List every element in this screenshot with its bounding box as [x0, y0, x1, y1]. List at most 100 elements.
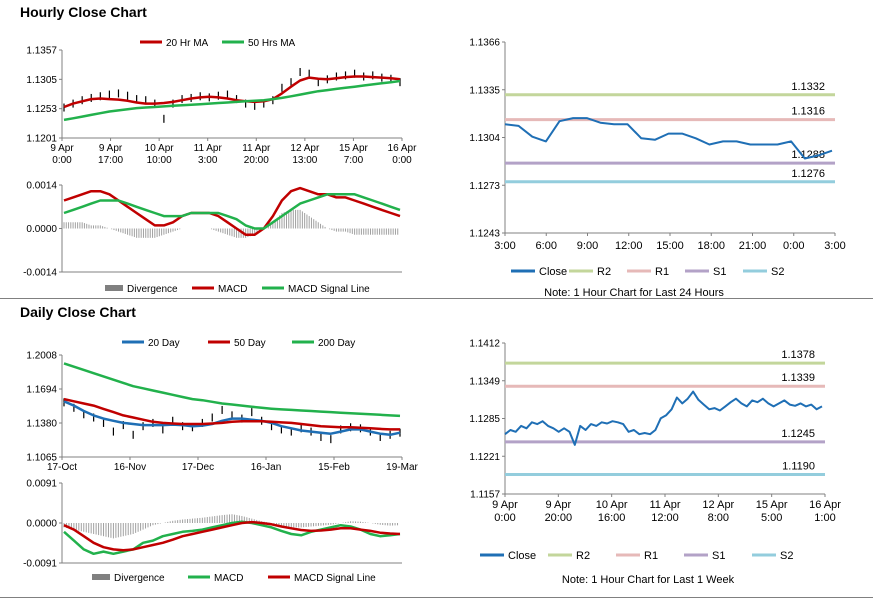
chart-note: Note: 1 Hour Chart for Last 24 Hours [544, 287, 724, 299]
y-tick-label: 1.1694 [26, 385, 57, 396]
y-tick-label: 1.1412 [469, 339, 500, 350]
legend-50-day-label: 50 Day [234, 338, 266, 349]
y-tick-label: 1.1335 [469, 85, 500, 96]
x-tick-label: 20:00 [244, 155, 269, 166]
x-tick-label: 10 Apr [596, 499, 628, 511]
legend-macd-signal-label: MACD Signal Line [294, 573, 376, 584]
legend-divergence-label: Divergence [127, 284, 178, 295]
level-label-r2: 1.1332 [791, 81, 825, 93]
x-tick-label: 6:00 [536, 240, 557, 252]
x-tick-label: 13:00 [292, 155, 317, 166]
x-tick-label: 9 Apr [492, 499, 518, 511]
close-line [504, 117, 833, 160]
y-tick-label: 1.1157 [470, 490, 500, 501]
x-tick-label: 5:00 [761, 512, 782, 524]
x-tick-label: 15-Feb [318, 462, 350, 473]
y-tick-label: 1.1366 [469, 38, 500, 49]
ma-line-20-day [63, 400, 401, 437]
y-tick-label: 1.1221 [469, 452, 500, 463]
x-tick-label: 8:00 [708, 512, 729, 524]
x-tick-label: 12 Apr [290, 143, 320, 154]
legend-label-s1: S1 [712, 550, 725, 562]
chart-note: Note: 1 Hour Chart for Last 1 Week [562, 574, 735, 586]
y-tick-label: 1.1273 [469, 181, 500, 192]
x-tick-label: 20:00 [545, 512, 573, 524]
x-tick-label: 17-Dec [182, 462, 214, 473]
daily-section-title: Daily Close Chart [20, 304, 136, 320]
x-tick-label: 12 Apr [702, 499, 734, 511]
x-tick-label: 10:00 [147, 155, 172, 166]
hourly-section-title: Hourly Close Chart [20, 4, 147, 20]
legend-label-close: Close [539, 266, 567, 278]
legend-label-r2: R2 [597, 266, 611, 278]
legend-label-r2: R2 [576, 550, 590, 562]
section-divider [0, 298, 873, 299]
x-tick-label: 11 Apr [650, 499, 681, 511]
x-tick-label: 3:00 [198, 155, 218, 166]
legend-divergence-swatch [105, 285, 123, 291]
x-tick-label: 12:00 [615, 240, 643, 252]
y-tick-label: 1.1304 [469, 133, 500, 144]
x-tick-label: 16 Apr [388, 143, 418, 154]
x-tick-label: 11 Apr [242, 143, 271, 154]
x-tick-label: 0:00 [494, 512, 515, 524]
x-tick-label: 15 Apr [339, 143, 369, 154]
legend-macd-label: MACD [214, 573, 243, 584]
x-tick-label: 11 Apr [194, 143, 223, 154]
close-line [504, 390, 823, 446]
legend-200-day-label: 200 Day [318, 338, 355, 349]
x-tick-label: 17:00 [98, 155, 123, 166]
legend-label-r1: R1 [644, 550, 658, 562]
ma-line-20-hr-ma [63, 75, 401, 109]
macd-line-macd-signal-line [63, 193, 401, 230]
y-tick-label: -0.0014 [23, 268, 57, 279]
x-tick-label: 21:00 [739, 240, 767, 252]
y-tick-label: 1.1285 [469, 414, 500, 425]
legend-label-r1: R1 [655, 266, 669, 278]
legend-50hrs-ma-label: 50 Hrs MA [248, 38, 296, 49]
x-tick-label: 9:00 [577, 240, 598, 252]
legend-label-s2: S2 [771, 266, 784, 278]
y-tick-label: 1.1349 [469, 376, 500, 387]
y-tick-label: 1.1253 [26, 104, 57, 115]
ma-line-200-day [63, 362, 401, 418]
x-tick-label: 15:00 [656, 240, 684, 252]
x-tick-label: 18:00 [697, 240, 725, 252]
y-tick-label: 0.0091 [26, 479, 57, 490]
legend-20hr-ma-label: 20 Hr MA [166, 38, 209, 49]
macd-line-macd-signal-line [63, 520, 401, 552]
legend-label-close: Close [508, 550, 536, 562]
y-tick-label: 1.1243 [469, 229, 500, 240]
level-label-s2: 1.1190 [782, 460, 815, 472]
level-label-r1: 1.1339 [781, 372, 815, 384]
level-label-s2: 1.1276 [791, 168, 825, 180]
y-tick-label: -0.0091 [23, 559, 57, 570]
level-label-s1: 1.1245 [781, 428, 815, 440]
x-tick-label: 10 Apr [145, 143, 175, 154]
x-tick-label: 19-Mar [386, 462, 418, 473]
legend-divergence-swatch [92, 574, 110, 580]
x-tick-label: 9 Apr [545, 499, 571, 511]
level-label-r2: 1.1378 [781, 349, 815, 361]
x-tick-label: 16 Apr [809, 499, 841, 511]
x-tick-label: 1:00 [814, 512, 835, 524]
legend-macd-label: MACD [218, 284, 247, 295]
y-tick-label: 1.1357 [26, 46, 57, 57]
x-tick-label: 7:00 [344, 155, 364, 166]
y-tick-label: 1.1065 [26, 453, 57, 464]
x-tick-label: 3:00 [824, 240, 845, 252]
y-tick-label: 1.1201 [26, 134, 57, 145]
bottom-divider [0, 597, 873, 598]
x-tick-label: 0:00 [52, 155, 72, 166]
x-tick-label: 16-Nov [114, 462, 146, 473]
x-tick-label: 16:00 [598, 512, 626, 524]
ma-line-50-hrs-ma [63, 79, 401, 122]
y-tick-label: 1.1380 [26, 419, 57, 430]
legend-label-s1: S1 [713, 266, 726, 278]
level-label-r1: 1.1316 [791, 106, 825, 118]
x-tick-label: 0:00 [392, 155, 412, 166]
ma-line-50-day [63, 397, 400, 431]
x-tick-label: 12:00 [651, 512, 679, 524]
legend-20-day-label: 20 Day [148, 338, 180, 349]
